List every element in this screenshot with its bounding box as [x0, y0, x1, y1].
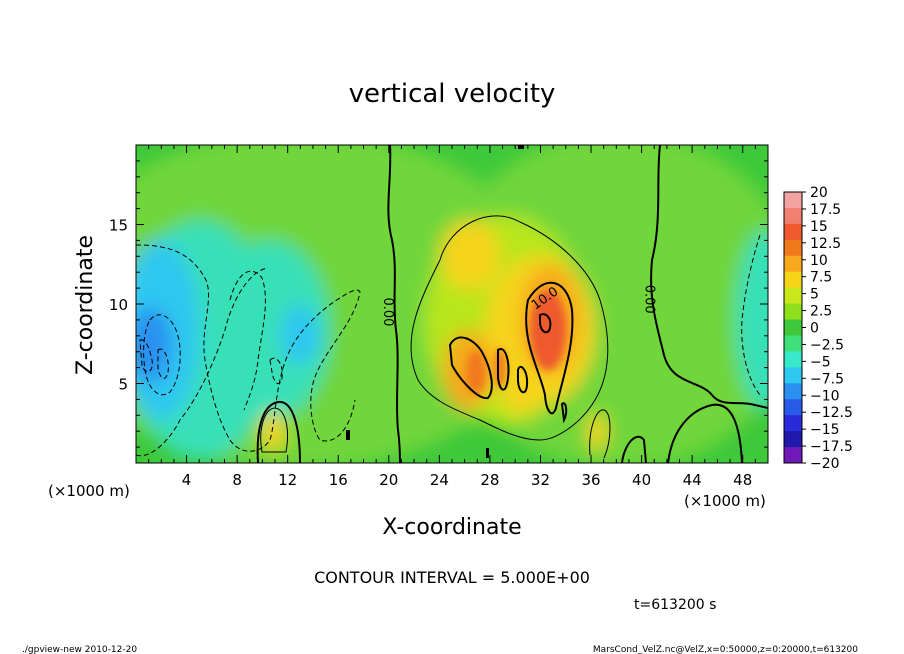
colorbar-label: 15 [810, 219, 828, 235]
colorbar-segment [784, 415, 802, 432]
negative-contours [136, 234, 761, 457]
x-tick-label: 44 [683, 471, 702, 489]
program-label: ./gpview-new 2010-12-20 [22, 645, 137, 654]
colorbar-label: −20 [810, 456, 840, 472]
chart-title: vertical velocity [349, 79, 556, 109]
zero-contours [256, 145, 768, 463]
colorbar-segment [784, 207, 802, 225]
small-features [346, 145, 524, 458]
colorbar-label: 12.5 [810, 236, 841, 252]
shaded-field [136, 145, 768, 463]
colorbar-label: 0 [810, 321, 819, 337]
contour-label-group: 0.00 [380, 297, 395, 326]
source-label: MarsCond_VelZ.nc@VelZ,x=0:50000,z=0:2000… [593, 645, 858, 654]
contour-label: 0.00 [380, 297, 395, 326]
colorbar-label: −5 [810, 354, 831, 370]
x-tick-label: 16 [329, 471, 348, 489]
colorbar-segment [784, 271, 802, 289]
colorbar-segment [784, 383, 802, 400]
colorbar-label: 7.5 [810, 270, 832, 286]
colorbar-segment [784, 319, 802, 336]
colorbar-label: −15 [810, 422, 840, 438]
positive-contours [260, 215, 611, 459]
colorbar-label: −12.5 [810, 405, 853, 421]
colorbar-segment [784, 303, 802, 321]
x-tick-label: 4 [182, 471, 192, 489]
contour-label: 0.00 [641, 285, 656, 314]
colorbar: 2017.51512.5107.552.50−2.5−5−7.5−10−12.5… [783, 185, 853, 472]
contour-label-group: 0.00 [641, 285, 656, 314]
colorbar-segment [784, 399, 802, 416]
colorbar-segment [784, 431, 802, 448]
y-axis: 5 10 15 [109, 160, 768, 448]
x-tick-label: 40 [632, 471, 651, 489]
colorbar-label: −7.5 [810, 371, 844, 387]
x-tick-label: 12 [278, 471, 297, 489]
colorbar-segment [784, 192, 802, 209]
colorbar-label: 20 [810, 185, 828, 201]
colorbar-segment [784, 223, 802, 241]
x-tick-label: 36 [581, 471, 600, 489]
colorbar-segment [784, 287, 802, 305]
colorbar-segment [784, 367, 802, 384]
colorbar-label: 17.5 [810, 202, 841, 218]
y-tick-label: 10 [109, 296, 128, 314]
x-tick-label: 20 [379, 471, 398, 489]
colorbar-segment [784, 335, 802, 352]
x-tick-label: 8 [232, 471, 242, 489]
contour-interval-label: CONTOUR INTERVAL = 5.000E+00 [314, 568, 590, 587]
y-tick-label: 15 [109, 217, 128, 235]
colorbar-segment [784, 255, 802, 273]
colorbar-label: 10 [810, 253, 828, 269]
colorbar-label: −10 [810, 388, 840, 404]
y-tick-label: 5 [118, 376, 128, 394]
colorbar-segment [784, 447, 802, 464]
x-tick-label: 24 [430, 471, 449, 489]
colorbar-label: 2.5 [810, 304, 832, 320]
time-label: t=613200 s [634, 597, 716, 613]
x-axis-label: X-coordinate [382, 515, 521, 540]
y-axis-label: Z-coordinate [73, 235, 98, 375]
x-tick-label: 48 [733, 471, 752, 489]
x-tick-label: 28 [480, 471, 499, 489]
colorbar-label: 5 [810, 287, 819, 303]
colorbar-segment [784, 351, 802, 368]
x-tick-label: 32 [531, 471, 550, 489]
ten-contours [448, 281, 574, 424]
colorbar-label: −2.5 [810, 337, 844, 353]
x-axis-unit-left: (×1000 m) [48, 482, 130, 500]
colorbar-segment [784, 239, 802, 257]
colorbar-label: −17.5 [810, 439, 853, 455]
x-axis: 4 8 12 16 20 24 28 32 36 40 44 48 [148, 145, 756, 489]
x-axis-unit-right: (×1000 m) [684, 492, 766, 510]
